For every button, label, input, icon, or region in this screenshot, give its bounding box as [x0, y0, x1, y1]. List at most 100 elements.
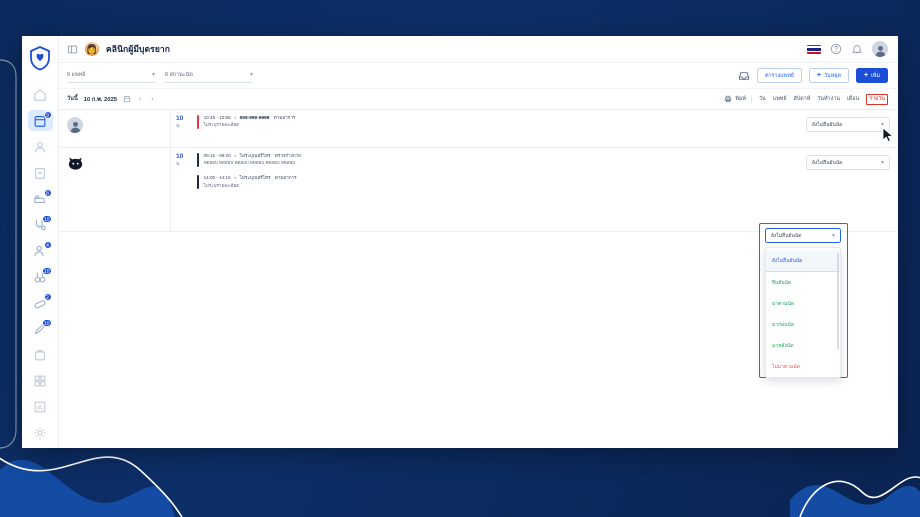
patient-name-redacted [88, 155, 164, 156]
sidebar-item-lab[interactable]: 10 [28, 266, 53, 287]
patient-cell[interactable] [59, 110, 171, 147]
sidebar-item-ward[interactable]: 8 [28, 188, 53, 209]
topbar: 👩 คลินิกผู้มีบุตรยาก [59, 36, 898, 63]
sidebar-item-reports[interactable] [28, 396, 53, 417]
sidebar-badge: 10 [41, 215, 52, 223]
dropdown-option-confirmed[interactable]: ยืนยันนัด [766, 272, 840, 293]
dropdown-scrollbar[interactable] [836, 253, 839, 349]
sidebar-badge: 9 [43, 111, 52, 119]
event-description: ไม่ระบุรายละเอียด [203, 122, 240, 128]
table-row[interactable]: 10 น. 10:45 - 10:55 ● 099-999-9999 ตามอา… [59, 110, 898, 148]
dropdown-option-not-confirmed[interactable]: ยังไม่ยืนยันนัด ✓ [766, 251, 840, 272]
event-meta: 14:00 - 14:15 ● ไม่ระบุเบอร์โทร ตามอาการ [204, 175, 800, 182]
status-filter-select[interactable]: 8 สถานะนัด ▾ [165, 68, 253, 83]
sidebar-item-pharmacy[interactable]: 2 [28, 292, 53, 313]
appointment-event[interactable]: 14:00 - 14:15 ● ไม่ระบุเบอร์โทร ตามอาการ… [197, 175, 800, 190]
inbox-icon[interactable] [738, 70, 750, 82]
panel-toggle-icon[interactable] [67, 44, 78, 55]
filter-bar: 9 แพทย์ ▾ 8 สถานะนัด ▾ ตารางแพทย์ + วันห… [59, 63, 898, 89]
help-circle-icon[interactable] [830, 43, 842, 55]
sidebar-item-clinic[interactable] [28, 162, 53, 183]
clinic-avatar: 👩 [85, 42, 99, 56]
dropdown-option-no-show[interactable]: ไม่มาตามนัด [766, 356, 840, 377]
next-date-button[interactable]: › [151, 95, 154, 103]
sidebar-badge: 10 [41, 267, 52, 275]
sidebar-item-patients[interactable] [28, 136, 53, 157]
chevron-down-icon: ▾ [151, 72, 155, 78]
event-color-bar [197, 175, 199, 190]
event-reason: ตามอาการ [273, 115, 296, 120]
dropdown-option-arrived-late[interactable]: มาหลังนัด [766, 335, 840, 356]
status-select-value: ยังไม่ยืนยันนัด [812, 121, 843, 128]
event-time: 14:00 - 14:15 [203, 175, 231, 181]
dropdown-option-arrived-on-time[interactable]: มาตามนัด [766, 293, 840, 314]
view-tab-day[interactable]: วัน [759, 96, 766, 102]
print-button[interactable]: พิมพ์ [724, 95, 753, 103]
sidebar-item-treatment[interactable]: 10 [28, 318, 53, 339]
user-avatar[interactable] [872, 41, 888, 57]
sidebar-item-settings[interactable] [28, 422, 53, 443]
appointment-event[interactable]: 09:15 - 09:20 ● ไม่ระบุเบอร์โทร ตรวจร่าง… [197, 153, 800, 168]
view-tab-week[interactable]: สัปดาห์ [793, 96, 811, 102]
chevron-down-icon: ▾ [880, 159, 884, 166]
dropdown-option-label: มาตามนัด [772, 300, 795, 307]
dropdown-option-arrived-early[interactable]: มาก่อนนัด [766, 314, 840, 335]
avatar [67, 155, 83, 171]
thai-flag-icon[interactable] [807, 44, 821, 54]
page-title: คลินิกผู้มีบุตรยาก [106, 44, 171, 54]
today-label[interactable]: วันนี้ [67, 96, 78, 102]
sidebar-item-home[interactable] [28, 84, 53, 105]
table-row[interactable]: 10 น. 09:15 - 09:20 ● ไม่ระบุเบอร์โทร ตร… [59, 148, 898, 232]
event-body: 09:15 - 09:20 ● ไม่ระบุเบอร์โทร ตรวจร่าง… [204, 153, 800, 167]
sidebar-item-examination[interactable]: 10 [28, 214, 53, 235]
view-tab-month[interactable]: เดือน [846, 96, 860, 102]
event-body: 14:00 - 14:15 ● ไม่ระบุเบอร์โทร ตามอาการ… [204, 175, 800, 189]
status-select[interactable]: ยังไม่ยืนยันนัด ▾ [806, 117, 890, 132]
appointment-event[interactable]: 10:45 - 10:55 ● 099-999-9999 ตามอาการ ไม… [197, 115, 800, 130]
sidebar-rail: 9 8 10 4 10 2 10 [22, 36, 59, 448]
status-dropdown-trigger[interactable]: ยังไม่ยืนยันนัด ▾ [765, 228, 841, 243]
view-tab-doctor[interactable]: แพทย์ [772, 96, 787, 102]
current-date: 10 ก.พ. 2025 [83, 97, 117, 103]
doctor-filter-select[interactable]: 9 แพทย์ ▾ [67, 68, 155, 83]
dropdown-option-label: มาก่อนนัด [772, 321, 795, 328]
separator-dot: ● [233, 115, 237, 120]
sidebar-item-inventory[interactable] [28, 344, 53, 365]
patient-cell[interactable] [59, 148, 171, 231]
view-tab-daily[interactable]: รายวัน [866, 93, 888, 105]
status-select[interactable]: ยังไม่ยืนยันนัด ▾ [806, 155, 890, 170]
doctor-schedule-label: ตารางแพทย์ [765, 72, 794, 79]
event-time: 10:45 - 10:55 [203, 115, 231, 120]
add-button-label: เพิ่ม [871, 72, 880, 79]
prev-date-button[interactable]: ‹ [138, 95, 142, 103]
add-holiday-label: วันหยุด [824, 72, 841, 79]
sidebar-item-doctors[interactable]: 4 [28, 240, 53, 261]
sidebar-item-appointments[interactable]: 9 [27, 110, 53, 131]
hour-cell: 10 น. [171, 110, 197, 147]
hour-number: 10 [176, 115, 184, 122]
sidebar-badge: 8 [43, 189, 52, 197]
shield-logo-icon[interactable] [28, 45, 52, 71]
print-icon [724, 95, 732, 103]
plus-icon: + [816, 72, 822, 79]
status-cell: ยังไม่ยืนยันนัด ▾ [806, 110, 898, 147]
add-holiday-button[interactable]: + วันหยุด [808, 68, 849, 83]
status-cell: ยังไม่ยืนยันนัด ▾ [806, 148, 898, 231]
sidebar-item-modules[interactable] [28, 370, 53, 391]
event-color-bar [197, 153, 199, 168]
event-phone: ไม่ระบุเบอร์โทร [239, 175, 271, 181]
dropdown-option-label: ไม่มาตามนัด [772, 363, 800, 370]
view-tab-workday[interactable]: วันทำงาน [817, 96, 840, 102]
chevron-down-icon: ▾ [831, 232, 835, 239]
event-body: 10:45 - 10:55 ● 099-999-9999 ตามอาการ ไม… [204, 115, 800, 129]
calendar-icon[interactable] [123, 95, 131, 103]
chevron-down-icon: ▾ [249, 72, 253, 78]
dropdown-option-label: ยังไม่ยืนยันนัด [772, 258, 803, 264]
add-button[interactable]: + เพิ่ม [855, 68, 888, 83]
event-phone: 099-999-9999 [239, 115, 270, 120]
status-filter-value: 8 สถานะนัด [165, 72, 193, 78]
date-nav-bar: วันนี้ 10 ก.พ. 2025 ‹ › พิมพ์ วัน แพทย์ … [59, 89, 898, 110]
sidebar-badge: 10 [41, 319, 52, 327]
bell-icon[interactable] [851, 43, 863, 55]
doctor-schedule-button[interactable]: ตารางแพทย์ [757, 68, 802, 83]
